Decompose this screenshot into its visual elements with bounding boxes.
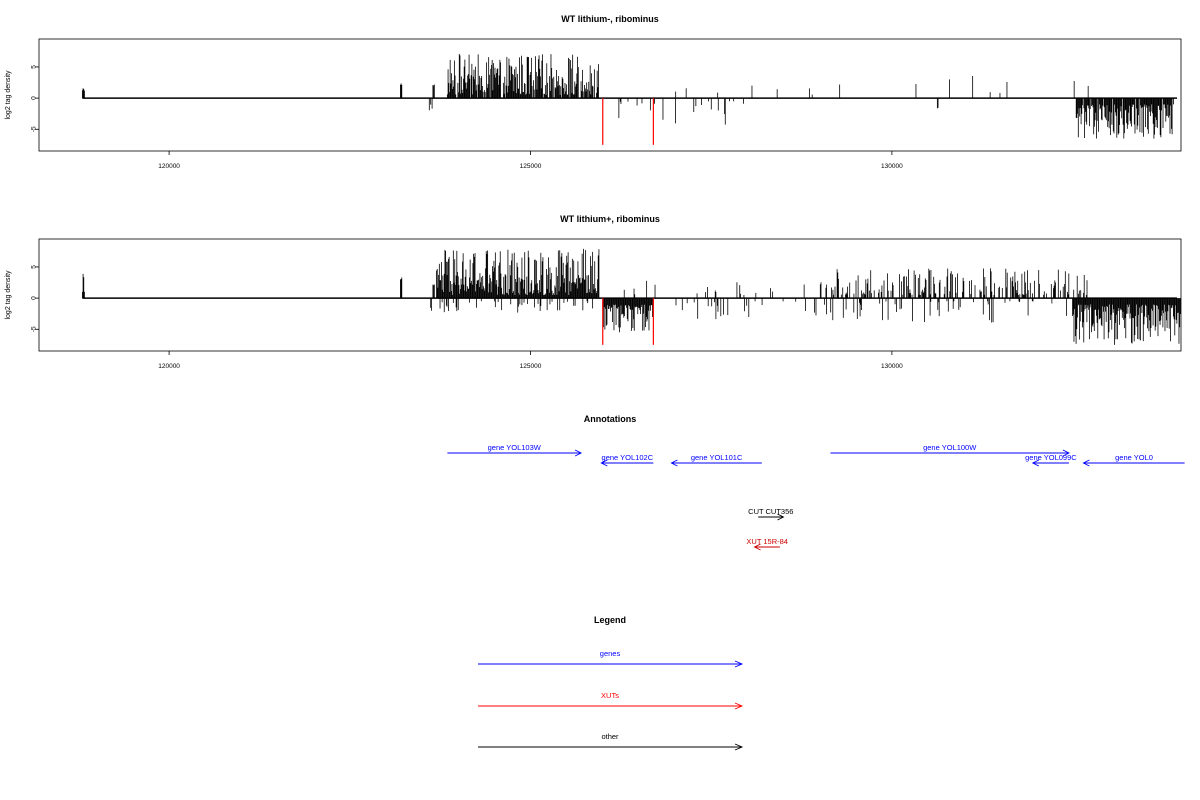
annotation-feature: XUT 15R-84 [746,537,788,551]
plot-frame [38,38,1182,152]
arrow-head [600,459,608,467]
density-bars [81,248,1181,345]
chart-panel-lithium-minus: WT lithium-, ribominus -5 0 5 120000 125000 1… [5,14,1182,170]
y-tick-label: 5 [31,265,38,269]
arrow-head [1082,459,1090,467]
legend-arrow-head [734,702,744,710]
annotations-title: Annotations [584,414,637,424]
chart-title: WT lithium-, ribominus [561,14,659,24]
axes: -5 0 5 120000 125000 130000 [31,65,904,170]
x-tick-label: 120000 [158,163,180,170]
legend-panel: Legend genes XUTs other [478,615,744,751]
y-tick-label: -5 [31,326,38,332]
feature-label: gene YOL102C [602,453,654,462]
x-tick-label: 120000 [158,363,180,370]
y-axis-label: log2 tag density [5,270,12,320]
y-tick-label: -5 [31,126,38,132]
legend-item: XUTs [478,691,744,710]
axes: -5 0 5 120000 125000 130000 [31,265,904,370]
x-tick-label: 125000 [520,163,542,170]
annotation-feature: gene YOL0 [1082,453,1185,467]
legend-items: genes XUTs other [478,649,744,751]
y-axis-label: log2 tag density [5,70,12,120]
feature-label: gene YOL0 [1115,453,1153,462]
annotation-feature: gene YOL103W [447,443,583,457]
annotation-feature: gene YOL100W [830,443,1070,457]
legend-item: genes [478,649,744,668]
arrow-head [670,459,678,467]
arrow-head [753,543,761,551]
annotation-feature: gene YOL099C [1025,453,1077,467]
feature-label: CUT CUT356 [748,507,793,516]
plot-frame [38,238,1182,352]
y-tick-label: 5 [31,65,38,69]
annotation-feature: gene YOL102C [600,453,654,467]
y-tick-label: 0 [31,96,38,100]
arrow-head [1031,459,1040,467]
arrow-head [777,513,785,521]
annotation-feature: CUT CUT356 [748,507,793,521]
legend-label: genes [600,649,621,658]
feature-label: gene YOL103W [488,443,542,452]
arrow-head [1062,449,1070,457]
chart-title: WT lithium+, ribominus [560,214,660,224]
legend-arrow-head [734,660,744,668]
feature-label: gene YOL101C [691,453,743,462]
feature-label: XUT 15R-84 [746,537,788,546]
x-tick-label: 125000 [520,363,542,370]
legend-title: Legend [594,615,626,625]
legend-label: XUTs [601,691,619,700]
annotation-feature: gene YOL101C [670,453,762,467]
x-tick-label: 130000 [881,363,903,370]
density-bars [81,53,1177,145]
arrow-head [574,449,583,457]
annotation-features: gene YOL103W gene YOL102C gene YOL101C gene… [447,443,1185,551]
x-tick-label: 130000 [881,163,903,170]
feature-label: gene YOL099C [1025,453,1077,462]
y-tick-label: 0 [31,296,38,300]
chart-panel-lithium-plus: WT lithium+, ribominus -5 0 5 120000 125000 1… [5,214,1182,370]
legend-arrow-head [734,743,744,751]
feature-label: gene YOL100W [923,443,977,452]
legend-label: other [601,732,619,741]
legend-item: other [478,732,744,751]
